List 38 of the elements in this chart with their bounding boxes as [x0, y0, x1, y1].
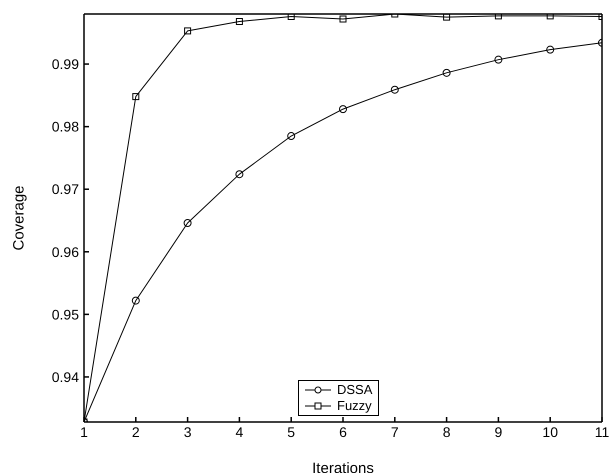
x-axis-title: Iterations: [312, 460, 374, 473]
y-tick-label: 0.98: [52, 118, 80, 135]
point: [184, 27, 192, 34]
x-tick-label: 2: [132, 424, 140, 440]
x-tick-label: 7: [390, 424, 399, 440]
point: [132, 93, 140, 100]
point: [235, 170, 244, 178]
legend-label: DSSA: [337, 382, 372, 398]
point: [340, 16, 346, 23]
point: [546, 14, 554, 20]
y-tick-label: 0.94: [52, 368, 80, 385]
x-tick-label: 5: [287, 424, 296, 440]
point: [184, 219, 192, 228]
x-tick-label: 10: [542, 424, 558, 440]
x-tick-label: 8: [442, 424, 451, 440]
y-tick-label: 0.99: [52, 56, 80, 72]
point: [494, 56, 502, 64]
y-tick-label: 0.97: [52, 181, 80, 198]
point: [339, 105, 347, 114]
x-tick-label: 1: [80, 424, 88, 440]
x-tick-label: 11: [594, 424, 610, 440]
y-tick-label: 0.96: [52, 244, 80, 260]
point: [287, 132, 296, 140]
x-tick-label: 9: [494, 424, 502, 440]
point: [236, 18, 243, 26]
x-tick-label: 6: [339, 424, 348, 440]
point: [443, 14, 450, 21]
point: [546, 46, 554, 54]
point: [390, 86, 399, 94]
x-tick-label: 4: [236, 424, 244, 440]
legend-label: Fuzzy: [337, 398, 372, 414]
point: [132, 296, 140, 305]
point: [442, 68, 451, 77]
y-axis-title: Coverage: [10, 185, 28, 251]
point: [288, 14, 295, 20]
y-tick-label: 0.95: [52, 306, 80, 322]
x-tick-label: 3: [184, 424, 192, 440]
point: [494, 14, 502, 20]
